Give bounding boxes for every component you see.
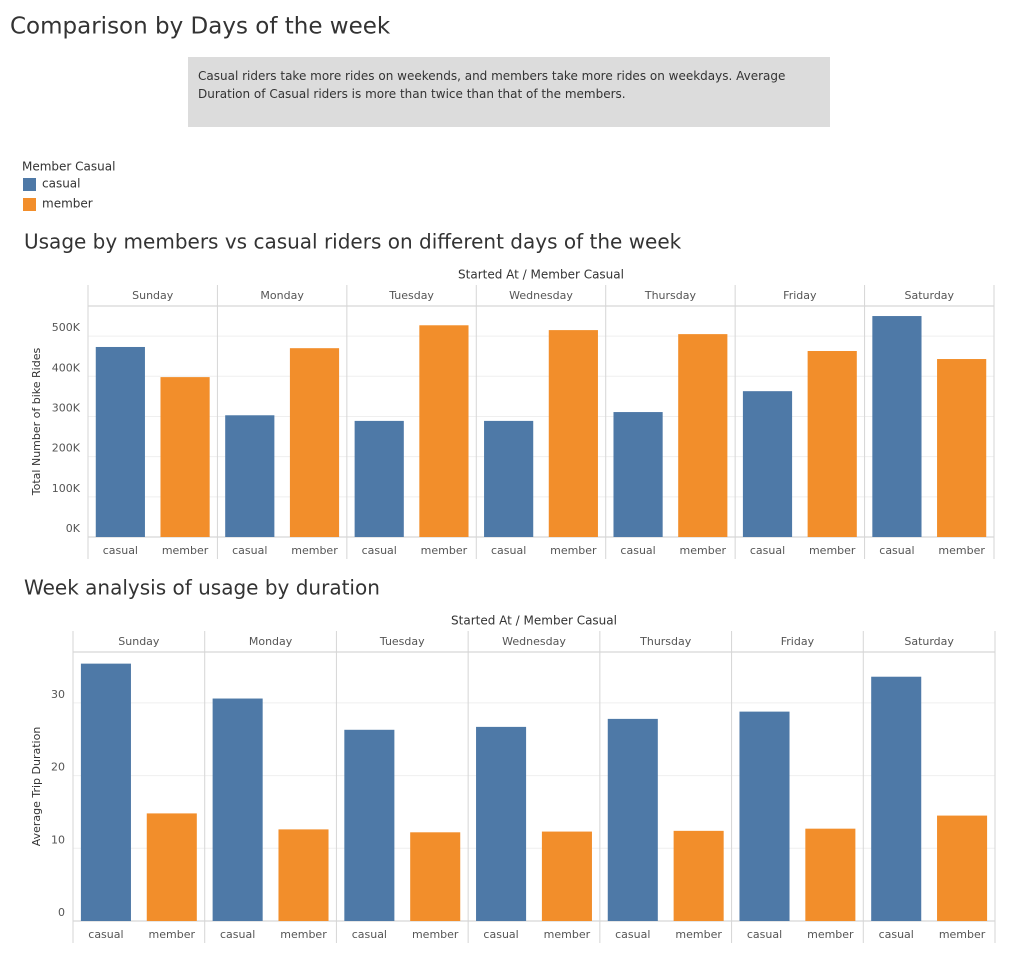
x-subcategory-label: member (807, 928, 854, 941)
bar (548, 330, 598, 537)
bar (146, 813, 197, 921)
x-subcategory-label: member (550, 544, 597, 557)
x-subcategory-label: casual (232, 544, 267, 557)
y-tick-label: 10 (51, 833, 65, 846)
x-axis-label: Started At / Member Casual (451, 614, 617, 628)
bar (225, 415, 275, 537)
bar (678, 334, 728, 537)
bar (476, 726, 527, 921)
x-category-label: Monday (249, 635, 293, 648)
bar (872, 316, 922, 537)
x-subcategory-label: member (280, 928, 327, 941)
y-tick-label: 100K (52, 482, 81, 495)
bar (160, 377, 210, 537)
x-category-label: Saturday (904, 289, 954, 302)
x-subcategory-label: member (421, 544, 468, 557)
y-tick-label: 500K (52, 321, 81, 334)
y-tick-label: 0K (66, 522, 81, 535)
x-subcategory-label: casual (879, 928, 914, 941)
y-tick-label: 300K (52, 401, 81, 414)
legend-title: Member Casual (22, 160, 115, 174)
x-subcategory-label: casual (103, 544, 138, 557)
x-category-label: Saturday (904, 635, 954, 648)
x-subcategory-label: member (809, 544, 856, 557)
bar (937, 359, 987, 537)
dashboard-title: Comparison by Days of the week (10, 14, 391, 40)
y-tick-label: 30 (51, 688, 65, 701)
bar (278, 829, 329, 921)
x-subcategory-label: casual (491, 544, 526, 557)
bar (805, 828, 856, 921)
bar (80, 663, 131, 921)
chart-title: Week analysis of usage by duration (24, 576, 380, 600)
bar (607, 718, 658, 921)
bar (613, 412, 663, 537)
legend-swatch (23, 178, 36, 191)
x-category-label: Monday (260, 289, 304, 302)
x-subcategory-label: casual (879, 544, 914, 557)
x-category-label: Thursday (644, 289, 697, 302)
x-category-label: Friday (781, 635, 815, 648)
bar (289, 348, 340, 537)
x-subcategory-label: casual (620, 544, 655, 557)
x-category-label: Sunday (132, 289, 174, 302)
x-subcategory-label: member (162, 544, 209, 557)
x-axis-label: Started At / Member Casual (458, 268, 624, 282)
x-subcategory-label: casual (352, 928, 387, 941)
legend-label: casual (42, 177, 81, 191)
legend-label: member (42, 197, 93, 211)
x-subcategory-label: casual (362, 544, 397, 557)
bar (212, 698, 263, 921)
bar (673, 830, 724, 921)
x-subcategory-label: member (939, 928, 986, 941)
bar (484, 420, 534, 537)
bar (742, 391, 793, 537)
bar (541, 831, 592, 921)
x-subcategory-label: member (938, 544, 985, 557)
x-category-label: Friday (783, 289, 817, 302)
bar (807, 350, 857, 537)
x-subcategory-label: casual (88, 928, 123, 941)
x-subcategory-label: casual (750, 544, 785, 557)
x-category-label: Tuesday (388, 289, 434, 302)
x-subcategory-label: member (412, 928, 459, 941)
x-subcategory-label: casual (747, 928, 782, 941)
x-subcategory-label: casual (615, 928, 650, 941)
x-category-label: Wednesday (502, 635, 566, 648)
bar (95, 346, 145, 537)
bar (419, 325, 469, 537)
x-subcategory-label: member (544, 928, 591, 941)
bar (937, 815, 988, 921)
x-category-label: Thursday (639, 635, 692, 648)
bar (354, 420, 404, 537)
x-subcategory-label: member (675, 928, 722, 941)
x-category-label: Sunday (118, 635, 160, 648)
x-subcategory-label: member (291, 544, 338, 557)
bar (871, 676, 922, 921)
x-subcategory-label: casual (220, 928, 255, 941)
y-tick-label: 0 (58, 906, 65, 919)
y-axis-label: Average Trip Duration (30, 727, 43, 847)
x-subcategory-label: member (149, 928, 196, 941)
x-subcategory-label: member (680, 544, 727, 557)
y-tick-label: 400K (52, 361, 81, 374)
y-axis-label: Total Number of bike Rides (30, 348, 43, 497)
x-category-label: Wednesday (509, 289, 573, 302)
y-tick-label: 200K (52, 442, 81, 455)
chart-title: Usage by members vs casual riders on dif… (24, 230, 682, 254)
y-tick-label: 20 (51, 761, 65, 774)
x-subcategory-label: casual (483, 928, 518, 941)
legend-swatch (23, 198, 36, 211)
bar (344, 729, 395, 921)
x-category-label: Tuesday (379, 635, 425, 648)
bar (739, 711, 790, 921)
bar (410, 832, 461, 921)
note: Casual riders take more rides on weekend… (188, 57, 830, 127)
